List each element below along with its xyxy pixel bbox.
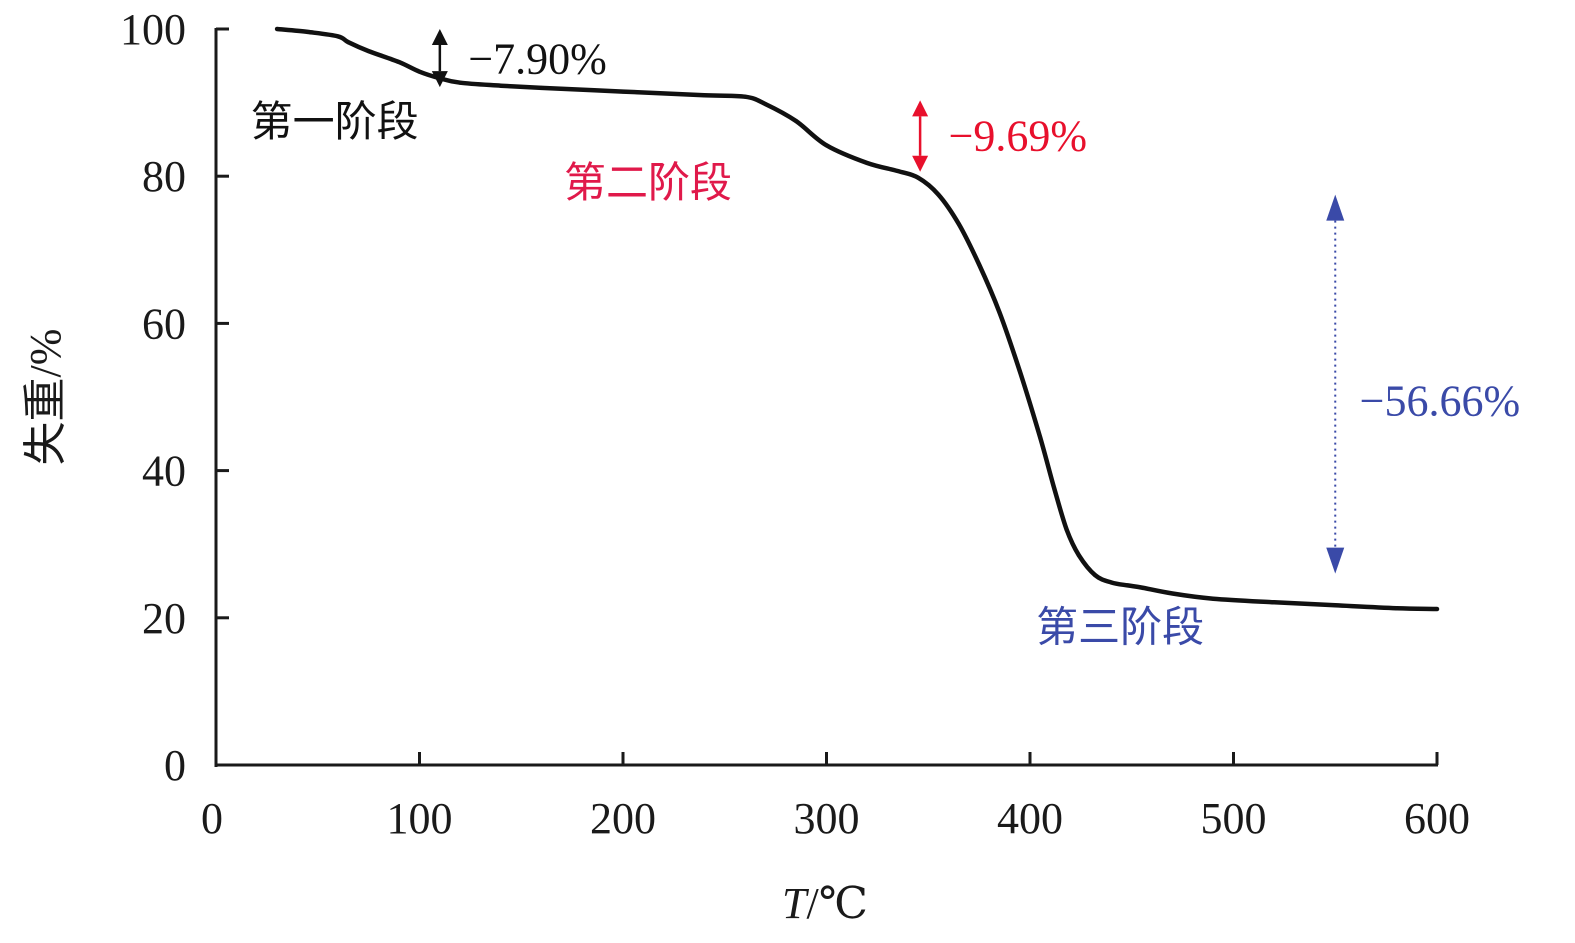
stage-label: 第三阶段 (1036, 603, 1204, 652)
stage-label: 第一阶段 (251, 97, 419, 146)
tick-marks (216, 27, 1439, 767)
y-tick-label: 80 (142, 152, 186, 201)
annotations: −7.90% −9.69% −56.66% (431, 29, 1520, 574)
annotation-arrow-head-down (431, 71, 448, 88)
data-point (458, 80, 463, 85)
annotation-arrow-head-down (912, 155, 929, 172)
data-point (417, 69, 422, 74)
data-point (397, 60, 402, 65)
data-point (1211, 596, 1216, 601)
tick-labels: 0 20 40 60 80 100 0 100 200 300 400 500 600 (120, 5, 1470, 843)
data-point (865, 161, 870, 165)
data-point (539, 85, 544, 90)
data-point (763, 102, 768, 107)
y-tick-label: 60 (142, 299, 186, 348)
data-point (366, 49, 371, 54)
data-point (936, 192, 941, 197)
annotation-arrow-head-up (1326, 194, 1345, 221)
data-point (1052, 487, 1057, 491)
data-point (977, 262, 982, 267)
annotation-label: −7.90% (468, 34, 606, 83)
data-point (895, 169, 900, 173)
data-point (1109, 580, 1114, 585)
data-point (1435, 607, 1439, 611)
y-axis-title: 失重/% (21, 329, 70, 466)
data-point (1272, 600, 1277, 605)
data-point (1139, 585, 1144, 590)
data-point (916, 175, 921, 180)
data-point (498, 83, 503, 88)
series-layer (274, 26, 1440, 612)
annotation-label: −9.69% (949, 112, 1087, 161)
data-point (1333, 603, 1338, 608)
stage-label: 第二阶段 (564, 158, 732, 207)
y-tick-label: 0 (164, 741, 186, 790)
data-point (346, 40, 351, 45)
x-axis-title: T/℃ (782, 879, 868, 928)
data-point (794, 119, 798, 123)
data-point (1076, 553, 1081, 558)
data-point (1093, 573, 1098, 578)
annotation-arrow-head-up (431, 29, 448, 45)
x-tick-label: 200 (590, 794, 656, 843)
data-point (1394, 606, 1399, 611)
data-point (621, 89, 625, 94)
annotation-arrow-head-up (912, 100, 929, 117)
data-point (275, 27, 280, 31)
data-point (997, 310, 1002, 315)
data-point (1038, 435, 1043, 440)
x-axis-title-var: T (782, 879, 810, 928)
y-tick-label: 40 (142, 447, 186, 496)
data-point (743, 94, 748, 99)
y-tick-label: 20 (142, 594, 186, 643)
data-point (824, 143, 829, 148)
x-tick-label: 400 (997, 794, 1063, 843)
annotation-arrow-head-down (1326, 547, 1345, 574)
tga-curve-series-0 (274, 26, 1440, 612)
x-tick-label: 500 (1201, 794, 1267, 843)
data-point (1125, 583, 1130, 588)
annotation-label: −56.66% (1360, 377, 1520, 426)
x-tick-label: 100 (387, 794, 453, 843)
x-tick-label: 300 (794, 794, 860, 843)
data-point (305, 29, 310, 34)
x-tick-label: 600 (1404, 794, 1470, 843)
data-point (1017, 369, 1022, 374)
x-axis-title-unit: /℃ (807, 879, 868, 928)
data-point (336, 34, 341, 39)
data-point (1170, 591, 1175, 596)
x-tick-label: 0 (201, 794, 223, 843)
data-point (702, 93, 707, 98)
data-point (1064, 527, 1069, 532)
data-point (956, 222, 961, 226)
y-tick-label: 100 (120, 5, 186, 54)
